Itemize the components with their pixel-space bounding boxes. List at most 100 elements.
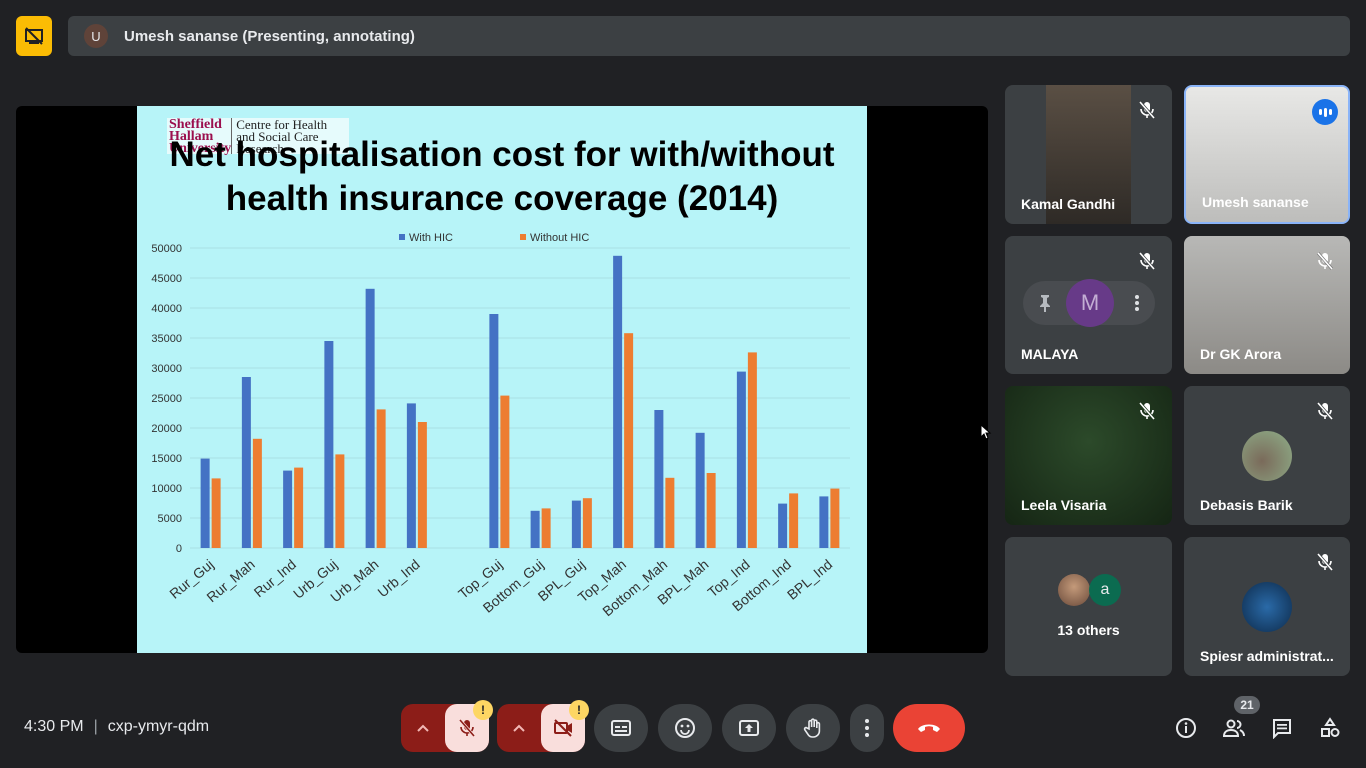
camera-warning-icon: ! <box>569 700 589 720</box>
y-tick-label: 40000 <box>151 303 182 315</box>
y-tick-label: 30000 <box>151 363 182 375</box>
chevron-up-icon <box>417 724 429 732</box>
others-count: 13 others <box>1057 622 1120 638</box>
bar-with-hic <box>241 377 251 548</box>
slide-title-line1: Net hospitalisation cost for with/withou… <box>169 135 835 174</box>
reactions-button[interactable] <box>658 704 712 752</box>
chat-button[interactable] <box>1268 714 1296 742</box>
participant-tile-umesh-sananse[interactable]: Umesh sananse <box>1184 85 1350 224</box>
logo-university-name: Sheffield Hallam University <box>169 117 233 156</box>
participant-avatar <box>1058 574 1090 606</box>
more-options-icon[interactable] <box>1127 293 1147 313</box>
y-tick-label: 50000 <box>151 243 182 255</box>
presenter-bar: U Umesh sananse (Presenting, annotating) <box>68 16 1350 56</box>
participant-tile-kamal-gandhi[interactable]: Kamal Gandhi <box>1005 85 1172 224</box>
mic-off-icon <box>1138 402 1156 420</box>
bar-with-hic <box>489 314 499 548</box>
separator: | <box>93 718 98 735</box>
activities-icon <box>1321 717 1340 737</box>
bar-with-hic <box>736 371 746 548</box>
participant-name: Kamal Gandhi <box>1021 196 1116 212</box>
camera-options-button[interactable] <box>497 704 541 752</box>
people-icon <box>1222 719 1245 737</box>
mic-off-icon <box>1316 252 1334 270</box>
mic-off-icon <box>1316 553 1334 571</box>
y-tick-label: 45000 <box>151 273 182 285</box>
present-screen-button[interactable] <box>722 704 776 752</box>
bar-without-hic <box>500 395 510 548</box>
speaking-indicator-icon <box>1312 99 1338 125</box>
bar-without-hic <box>376 409 386 548</box>
meeting-info: 4:30 PM | cxp-ymyr-qdm <box>24 718 209 736</box>
bar-without-hic <box>294 467 304 548</box>
bar-without-hic <box>706 473 716 548</box>
bar-with-hic <box>365 288 375 548</box>
chat-icon <box>1273 719 1291 739</box>
participant-tile-debasis-barik[interactable]: Debasis Barik <box>1184 386 1350 525</box>
bar-without-hic <box>624 333 634 548</box>
y-tick-label: 15000 <box>151 453 182 465</box>
participant-tile-malaya[interactable]: M MALAYA <box>1005 236 1172 374</box>
pin-icon[interactable] <box>1035 293 1055 313</box>
bar-with-hic <box>571 500 581 548</box>
participant-tile-dr-gk-arora[interactable]: Dr GK Arora <box>1184 236 1350 374</box>
clock: 4:30 PM <box>24 718 84 735</box>
bar-with-hic <box>819 496 829 548</box>
slide: Sheffield Hallam University Centre for H… <box>137 106 867 653</box>
end-call-icon <box>918 724 940 732</box>
y-tick-label: 0 <box>176 543 182 555</box>
bar-without-hic <box>417 422 427 548</box>
legend-swatch <box>399 234 405 240</box>
university-logo: Sheffield Hallam University Centre for H… <box>167 117 349 156</box>
y-tick-label: 35000 <box>151 333 182 345</box>
presenter-label: Umesh sananse (Presenting, annotating) <box>124 27 415 45</box>
participant-name: Debasis Barik <box>1200 497 1293 513</box>
bar-with-hic <box>778 503 788 548</box>
legend-label: With HIC <box>409 232 453 244</box>
mic-off-icon <box>1138 252 1156 270</box>
meeting-code: cxp-ymyr-qdm <box>107 718 210 735</box>
leave-call-button[interactable] <box>893 704 965 752</box>
participant-tile-others[interactable]: a 13 others <box>1005 537 1172 676</box>
bar-with-hic <box>613 255 623 549</box>
tile-hover-controls: M <box>1023 279 1155 327</box>
mic-off-icon <box>1138 101 1156 119</box>
participant-name: Spiesr administrat... <box>1200 648 1334 664</box>
x-tick-label: BPL_Ind <box>784 556 835 603</box>
presentation-stage[interactable]: Sheffield Hallam University Centre for H… <box>16 106 988 653</box>
people-button[interactable] <box>1220 714 1248 742</box>
meeting-details-button[interactable] <box>1172 714 1200 742</box>
captions-button[interactable] <box>594 704 648 752</box>
participant-tile-spiesr-administrator[interactable]: Spiesr administrat... <box>1184 537 1350 676</box>
mic-off-icon <box>1316 402 1334 420</box>
more-vert-icon <box>865 719 869 737</box>
mic-options-button[interactable] <box>401 704 445 752</box>
slide-title-line2: health insurance coverage (2014) <box>225 179 779 218</box>
bar-with-hic <box>200 458 210 548</box>
participant-video <box>1046 85 1131 224</box>
participant-name: Leela Visaria <box>1021 497 1107 513</box>
participant-avatar: a <box>1089 574 1121 606</box>
mic-off-icon <box>458 719 476 737</box>
bar-without-hic <box>747 352 757 548</box>
participant-name: Dr GK Arora <box>1200 346 1282 362</box>
info-icon <box>1176 718 1196 738</box>
bar-without-hic <box>335 454 345 548</box>
participant-avatar: M <box>1066 279 1114 327</box>
bar-with-hic <box>324 341 334 548</box>
legend-swatch <box>520 234 526 240</box>
participant-tile-leela-visaria[interactable]: Leela Visaria <box>1005 386 1172 525</box>
bar-without-hic <box>582 498 592 548</box>
bar-chart: 5000045000400003500030000250002000015000… <box>151 232 850 619</box>
activities-button[interactable] <box>1316 714 1344 742</box>
camera-off-icon <box>554 719 572 737</box>
people-count-badge: 21 <box>1234 696 1260 714</box>
presentation-off-icon[interactable] <box>16 16 52 56</box>
more-options-button[interactable] <box>850 704 884 752</box>
hand-icon <box>803 718 821 738</box>
raise-hand-button[interactable] <box>786 704 840 752</box>
mic-control-group <box>401 704 489 752</box>
y-tick-label: 10000 <box>151 483 182 495</box>
bar-with-hic <box>283 470 293 548</box>
bar-without-hic <box>665 477 675 548</box>
